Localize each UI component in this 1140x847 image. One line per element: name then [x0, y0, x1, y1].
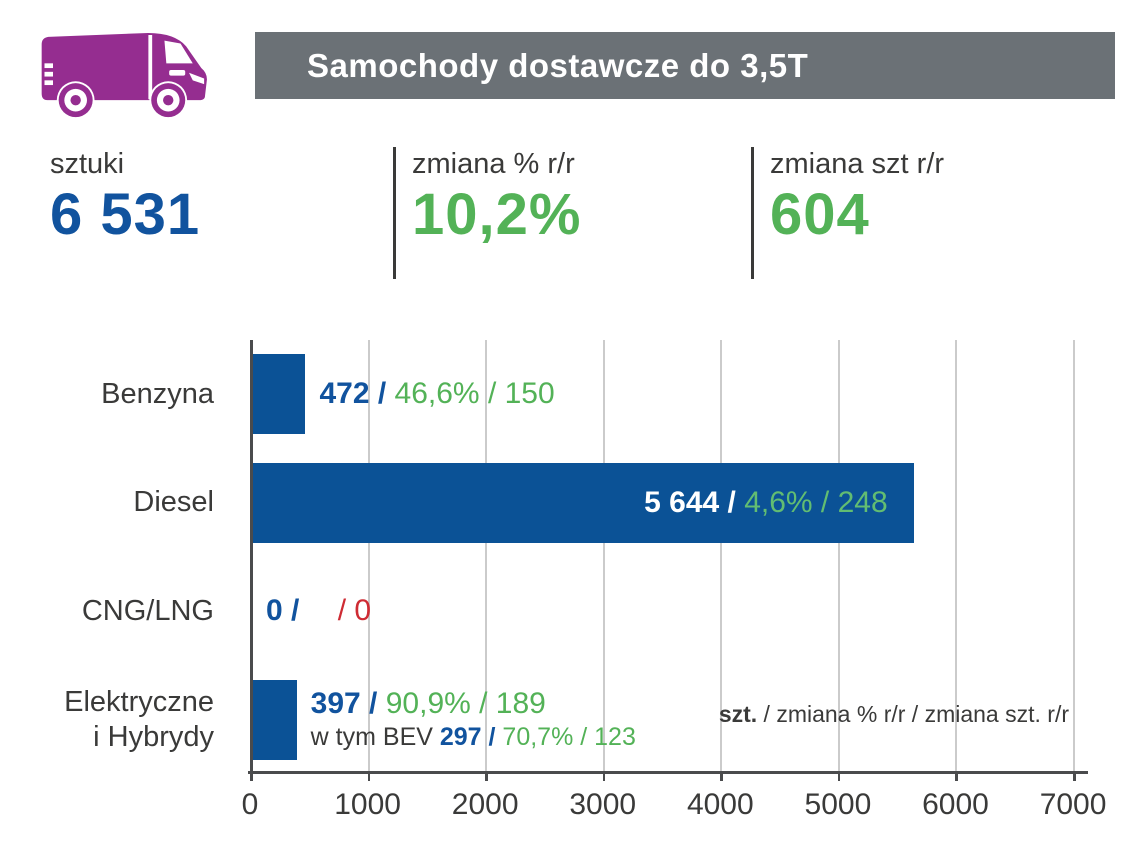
x-tick-label: 7000: [1039, 788, 1107, 821]
axis-tick: [720, 773, 723, 781]
plot-area: szt. / zmiana % r/r / zmiana szt. r/r 0 1…: [242, 340, 1106, 821]
x-tick-label: 4000: [686, 788, 754, 821]
legend-bold: szt.: [718, 701, 758, 727]
stat-value: 6 531: [50, 182, 201, 248]
axis-tick: [837, 773, 841, 781]
stat-change-percent: zmiana % r/r 10,2%: [412, 148, 581, 246]
axis-tick: [1073, 773, 1076, 781]
stat-divider: [393, 147, 396, 279]
gridline: [955, 340, 958, 773]
value-units: 5 644 /: [644, 485, 745, 519]
stat-label: zmiana szt r/r: [770, 148, 945, 180]
stat-label: sztuki: [50, 148, 125, 180]
stat-value: 10,2%: [412, 182, 582, 248]
value-change: 46,6% / 150: [394, 377, 555, 411]
bar-value-labels: 472 / 46,6% / 150: [319, 340, 554, 449]
x-tick-label: 5000: [804, 788, 872, 821]
title-banner: Samochody dostawcze do 3,5T: [255, 32, 1115, 99]
gridline: [837, 340, 840, 773]
bar-value-labels: 5 644 / 4,6% / 248: [644, 449, 888, 558]
x-tick-label: 6000: [922, 788, 989, 821]
gridline: [1073, 340, 1076, 773]
subline-change: 70,7% / 123: [502, 723, 636, 752]
stat-change-units: zmiana szt r/r 604: [770, 148, 944, 246]
value-change: 90,9% / 189: [385, 687, 546, 721]
stat-divider: [751, 147, 754, 279]
bar-diesel: [250, 462, 914, 543]
value-units: 472 /: [319, 377, 395, 411]
axis-tick: [602, 773, 606, 781]
x-tick-label: 3000: [569, 788, 637, 821]
x-tick-label: 0: [241, 788, 259, 821]
stat-label: zmiana % r/r: [412, 148, 575, 180]
bar-elektryczne-i-hybrydy: [250, 679, 297, 760]
page-title: Samochody dostawcze do 3,5T: [307, 46, 809, 84]
van-icon: [41, 33, 207, 118]
value-units: 0 /: [266, 594, 308, 628]
category-label: Elektryczne i Hybrydy: [64, 685, 214, 753]
stat-total-units: sztuki 6 531: [50, 148, 200, 246]
axis-tick: [367, 773, 371, 781]
subline-prefix: w tym BEV: [310, 723, 440, 752]
value-units: 397 /: [310, 687, 386, 721]
gridline: [485, 340, 488, 773]
axis-tick: [485, 773, 488, 781]
value-change: / 0: [337, 594, 372, 628]
bar-value-labels: 397 / 90,9% / 189 w tym BEV 297 / 70,7% /…: [311, 666, 636, 775]
value-change: 4,6% / 248: [744, 485, 888, 519]
stat-value: 604: [770, 182, 870, 248]
gridline: [720, 340, 723, 773]
bar-benzyna: [250, 354, 306, 435]
subline-units: 297 /: [439, 723, 503, 752]
chart-legend: szt. / zmiana % r/r / zmiana szt. r/r: [719, 701, 1069, 728]
category-label: CNG/LNG: [81, 594, 214, 627]
axis-tick: [955, 773, 958, 781]
x-tick-label: 2000: [451, 788, 519, 821]
axis-tick: [250, 773, 253, 781]
y-axis-line: [250, 340, 253, 773]
legend-rest: / zmiana % r/r / zmiana szt. r/r: [757, 701, 1069, 727]
gridline: [367, 340, 370, 773]
gridline: [602, 340, 605, 773]
x-tick-label: 1000: [334, 788, 401, 821]
category-labels: Benzyna Diesel CNG/LNG Elektryczne i Hybrydy: [0, 340, 232, 774]
category-label: Benzyna: [101, 377, 214, 410]
category-label: Diesel: [133, 486, 214, 519]
x-axis-line: [248, 771, 1088, 774]
bar-value-labels: 0 / / 0: [266, 557, 371, 666]
